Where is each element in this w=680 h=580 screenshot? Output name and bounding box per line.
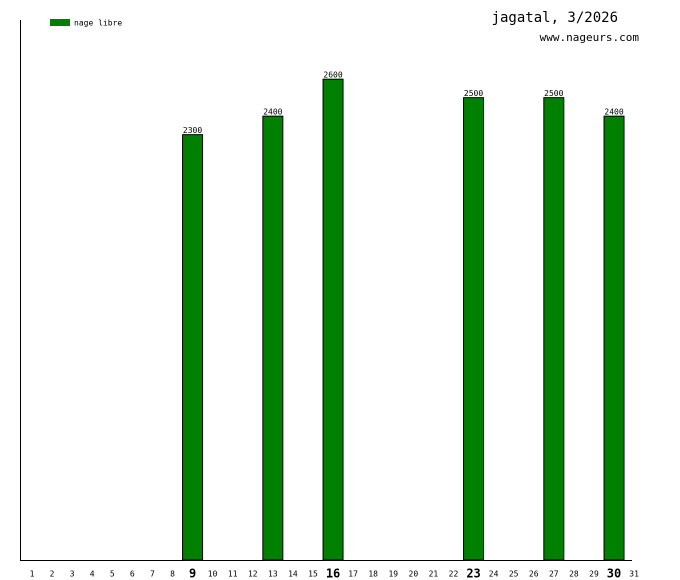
x-tick-label: 18 <box>368 570 378 579</box>
x-tick-label: 20 <box>409 570 419 579</box>
x-tick-label: 3 <box>70 570 75 579</box>
bar <box>182 134 204 561</box>
chart-title: jagatal, 3/2026 <box>492 10 618 26</box>
x-tick-label: 6 <box>130 570 135 579</box>
x-tick-label: 2 <box>50 570 55 579</box>
x-tick-label: 12 <box>248 570 258 579</box>
x-tick-label: 24 <box>489 570 499 579</box>
value-label: 2600 <box>323 71 342 80</box>
x-tick-label: 14 <box>288 570 298 579</box>
bar <box>543 97 565 561</box>
value-label: 2500 <box>544 89 563 98</box>
x-tick-label: 7 <box>150 570 155 579</box>
x-tick-label: 17 <box>348 570 358 579</box>
value-label: 2400 <box>263 108 282 117</box>
x-tick-label: 27 <box>549 570 559 579</box>
x-tick-label: 8 <box>170 570 175 579</box>
bar <box>262 115 284 561</box>
chart-subtitle: www.nageurs.com <box>540 31 640 44</box>
x-tick-label: 22 <box>449 570 459 579</box>
x-tick-label: 10 <box>208 570 218 579</box>
x-tick-label: 15 <box>308 570 318 579</box>
value-label: 2500 <box>464 89 483 98</box>
bar <box>603 115 625 561</box>
x-tick-label: 19 <box>388 570 398 579</box>
legend-swatch <box>50 19 70 26</box>
bar <box>322 78 344 561</box>
x-tick-label: 23 <box>466 567 480 580</box>
bar <box>463 97 485 561</box>
value-label: 2300 <box>183 126 202 135</box>
legend-label: nage libre <box>74 19 122 28</box>
x-tick-label: 31 <box>629 570 639 579</box>
x-tick-label: 30 <box>607 567 621 580</box>
x-tick-label: 28 <box>569 570 579 579</box>
x-tick-label: 9 <box>189 567 196 580</box>
value-label: 2400 <box>604 108 623 117</box>
x-tick-label: 4 <box>90 570 95 579</box>
x-tick-label: 29 <box>589 570 599 579</box>
x-tick-label: 26 <box>529 570 539 579</box>
x-tick-label: 25 <box>509 570 519 579</box>
x-tick-label: 5 <box>110 570 115 579</box>
x-tick-label: 1 <box>30 570 35 579</box>
x-tick-label: 13 <box>268 570 278 579</box>
x-tick-label: 21 <box>429 570 439 579</box>
x-tick-label: 11 <box>228 570 238 579</box>
x-tick-label: 16 <box>326 567 340 580</box>
